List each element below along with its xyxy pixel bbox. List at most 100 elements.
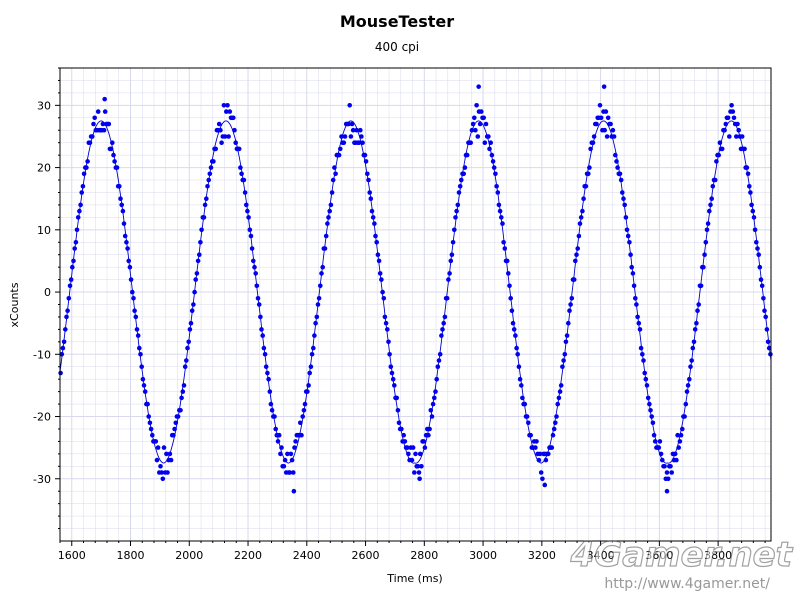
data-point [745, 171, 751, 177]
data-point [266, 376, 271, 382]
data-point-outlier [476, 84, 481, 89]
x-tick-label: 3800 [704, 549, 732, 562]
data-point [500, 221, 505, 226]
data-point [731, 115, 737, 121]
data-point [504, 258, 510, 264]
data-point [624, 227, 630, 233]
data-point [173, 420, 179, 426]
data-point [73, 240, 79, 245]
data-point [578, 215, 584, 220]
grid [59, 67, 771, 542]
data-point [258, 314, 263, 320]
data-point [126, 258, 131, 264]
data-point [561, 358, 566, 363]
data-point [199, 227, 204, 233]
data-point [373, 233, 378, 239]
data-point [125, 246, 130, 251]
data-point [603, 109, 609, 114]
x-tick-label: 2400 [293, 549, 321, 562]
data-point [181, 383, 187, 388]
data-point [675, 432, 680, 438]
data-point [198, 240, 203, 245]
data-point [241, 177, 247, 183]
data-point [622, 202, 627, 208]
data-point [455, 202, 461, 208]
data-point [327, 208, 333, 214]
data-point [306, 383, 311, 388]
data-point [131, 296, 136, 301]
data-point [366, 177, 371, 183]
data-point [631, 283, 637, 289]
x-tick-label: 3600 [645, 549, 673, 562]
data-point [141, 383, 147, 388]
data-point [550, 432, 556, 438]
x-tick-label: 3000 [469, 549, 497, 562]
data-point [338, 146, 343, 152]
data-point [701, 264, 706, 270]
data-point [150, 432, 155, 438]
data-point [457, 184, 463, 189]
data-point [436, 358, 442, 363]
data-point [226, 134, 231, 139]
data-point [613, 152, 618, 158]
data-point [689, 358, 694, 363]
data-point [325, 221, 330, 226]
data-point [66, 296, 72, 301]
data-point [554, 414, 559, 419]
data-point [524, 414, 530, 419]
y-tick-label: 10 [37, 224, 51, 237]
data-point [122, 233, 128, 239]
data-point [680, 426, 685, 432]
data-point [645, 395, 651, 401]
x-tick-label: 2800 [410, 549, 438, 562]
watermark-url: http://www.4gamer.net/ [604, 576, 770, 592]
data-point [360, 140, 365, 145]
data-point [259, 327, 264, 332]
data-point [768, 352, 773, 357]
data-point [611, 134, 617, 139]
data-point [87, 140, 93, 145]
data-point [688, 364, 693, 370]
data-point [260, 333, 266, 338]
data-point [349, 121, 355, 127]
data-point [430, 401, 436, 407]
data-point [330, 177, 336, 183]
data-point [185, 345, 190, 351]
data-point [128, 277, 134, 282]
data-point [452, 227, 457, 233]
x-tick-label: 3400 [587, 549, 615, 562]
data-point [251, 258, 256, 264]
data-point [707, 208, 712, 214]
y-tick-label: -30 [33, 473, 51, 486]
data-point [710, 184, 716, 189]
data-point [447, 271, 452, 276]
data-point [628, 252, 633, 257]
data-point [739, 134, 745, 139]
data-point [231, 115, 236, 121]
data-point [709, 196, 714, 201]
data-point [359, 134, 364, 139]
data-point [755, 246, 760, 251]
data-point [81, 171, 87, 177]
data-point [537, 451, 543, 457]
data-point [388, 364, 394, 370]
data-point [311, 345, 316, 351]
data-point [674, 457, 679, 463]
data-point [716, 152, 721, 158]
data-point [252, 264, 257, 270]
data-point [65, 308, 70, 314]
data-point [91, 121, 96, 127]
data-point [184, 358, 189, 363]
data-point [130, 289, 135, 295]
data-point [567, 308, 572, 314]
data-point [246, 215, 251, 220]
data-point [487, 146, 492, 152]
data-point [427, 426, 432, 432]
data-point-outlier [417, 476, 422, 482]
data-point [456, 190, 462, 195]
data-point [705, 221, 711, 226]
data-point [621, 196, 626, 201]
data-point [473, 127, 478, 133]
data-point [189, 308, 195, 314]
